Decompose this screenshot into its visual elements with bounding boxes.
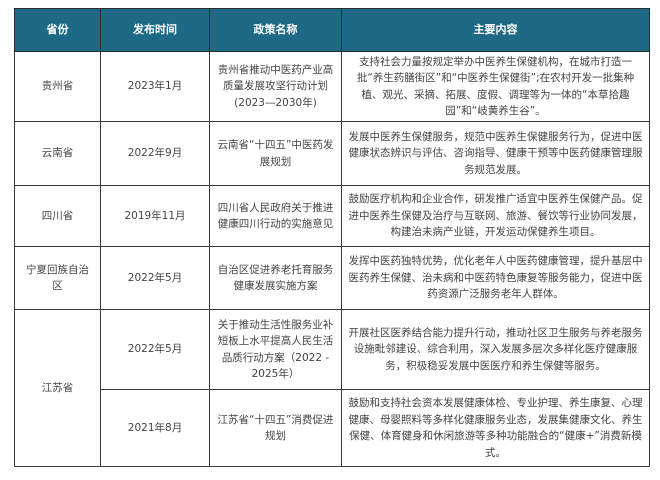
cell-date: 2022年5月: [100, 309, 210, 390]
table-row: 江苏省 2022年5月 关于推动生活性服务业补短板上水平提高人民生活品质行动方案…: [14, 309, 650, 467]
cell-content: 发展中医养生保健服务，规范中医养生保健服务行为，促进中医健康状态辨识与评估、咨询…: [341, 121, 650, 186]
table-row: 云南省 2022年9月 云南省“十四五”中医药发展规划 发展中医养生保健服务，规…: [14, 121, 650, 186]
cell-content: 开展社区医养结合能力提升行动，推动社区卫生服务与养老服务设施毗邻建设、综合利用，…: [341, 309, 650, 390]
cell-policy: 江苏省“十四五”消费促进规划: [209, 389, 342, 467]
cell-province: 四川省: [14, 185, 101, 247]
cell-province: 贵州省: [14, 51, 101, 122]
cell-date: 2022年5月: [100, 246, 210, 310]
cell-content: 支持社会力量按规定举办中医养生保健机构，在城市打造一批“养生药膳街区”和“中医养…: [341, 51, 650, 122]
cell-province: 江苏省: [14, 309, 101, 467]
cell-policy: 云南省“十四五”中医药发展规划: [209, 121, 342, 186]
cell-province: 宁夏回族自治区: [14, 246, 101, 310]
header-content: 主要内容: [341, 8, 650, 52]
cell-date: 2022年9月: [100, 121, 210, 186]
cell-date: 2023年1月: [100, 51, 210, 122]
table-row: 贵州省 2023年1月 贵州省推动中医药产业高质量发展攻坚行动计划(2023—2…: [14, 51, 650, 122]
policy-table: 省份 发布时间 政策名称 主要内容 贵州省 2023年1月 贵州省推动中医药产业…: [14, 8, 650, 467]
cell-province: 云南省: [14, 121, 101, 186]
header-date: 发布时间: [100, 8, 210, 52]
cell-date: 2021年8月: [100, 389, 210, 467]
table-row: 宁夏回族自治区 2022年5月 自治区促进养老托育服务健康发展实施方案 发挥中医…: [14, 246, 650, 310]
cell-content: 发挥中医药独特优势，优化老年人中医药健康管理，提升基层中医药养生保健、治未病和中…: [341, 246, 650, 310]
cell-policy: 关于推动生活性服务业补短板上水平提高人民生活品质行动方案（2022 - 2025…: [209, 309, 342, 390]
cell-content: 鼓励和支持社会资本发展健康体检、专业护理、养生康复、心理健康、母婴照料等多样化健…: [341, 389, 650, 467]
cell-policy: 四川省人民政府关于推进健康四川行动的实施意见: [209, 185, 342, 247]
header-province: 省份: [14, 8, 101, 52]
table-header-row: 省份 发布时间 政策名称 主要内容: [14, 8, 650, 52]
cell-date: 2019年11月: [100, 185, 210, 247]
table-row: 2021年8月 江苏省“十四五”消费促进规划 鼓励和支持社会资本发展健康体检、专…: [15, 389, 650, 467]
cell-policy: 贵州省推动中医药产业高质量发展攻坚行动计划(2023—2030年): [209, 51, 342, 122]
cell-policy: 自治区促进养老托育服务健康发展实施方案: [209, 246, 342, 310]
table-row: 四川省 2019年11月 四川省人民政府关于推进健康四川行动的实施意见 鼓励医疗…: [14, 185, 650, 247]
cell-content: 鼓励医疗机构和企业合作，研发推广适宜中医养生保健产品。促进中医养生保健及治疗与互…: [341, 185, 650, 247]
header-policy: 政策名称: [209, 8, 342, 52]
